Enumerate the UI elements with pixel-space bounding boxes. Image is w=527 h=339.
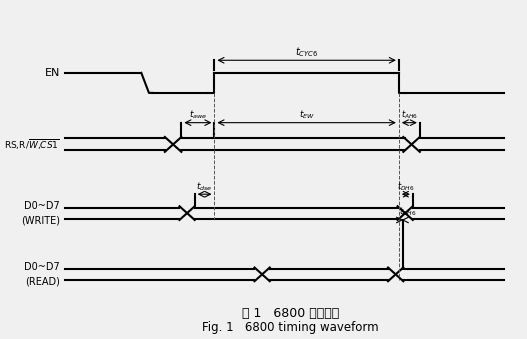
Text: 图 1   6800 时序波形: 图 1 6800 时序波形 bbox=[242, 307, 339, 320]
Text: $t_{AH6}$: $t_{AH6}$ bbox=[401, 108, 418, 121]
Text: RS,R/$\overline{W}$,$\overline{CS1}$: RS,R/$\overline{W}$,$\overline{CS1}$ bbox=[4, 137, 60, 152]
Text: Fig. 1   6800 timing waveform: Fig. 1 6800 timing waveform bbox=[202, 321, 379, 334]
Text: (WRITE): (WRITE) bbox=[21, 216, 60, 225]
Text: $t_{OH6}$: $t_{OH6}$ bbox=[398, 206, 416, 218]
Text: $t_{CYC6}$: $t_{CYC6}$ bbox=[295, 45, 318, 59]
Text: (READ): (READ) bbox=[25, 277, 60, 287]
Text: $t_{EW}$: $t_{EW}$ bbox=[299, 108, 315, 121]
Text: $t_{DH6}$: $t_{DH6}$ bbox=[397, 180, 415, 193]
Text: EN: EN bbox=[45, 68, 60, 78]
Text: $t_{dse}$: $t_{dse}$ bbox=[197, 180, 213, 193]
Text: D0~D7: D0~D7 bbox=[24, 262, 60, 272]
Text: $t_{awe}$: $t_{awe}$ bbox=[189, 108, 207, 121]
Text: D0~D7: D0~D7 bbox=[24, 201, 60, 211]
